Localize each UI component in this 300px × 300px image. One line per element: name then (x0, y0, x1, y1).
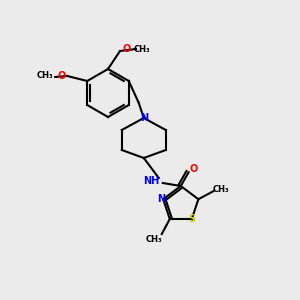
Text: NH: NH (143, 176, 159, 186)
Text: O: O (123, 44, 131, 54)
Text: CH₃: CH₃ (134, 44, 150, 53)
Text: O: O (57, 71, 65, 81)
Text: N: N (140, 113, 148, 123)
Text: N: N (157, 194, 165, 204)
Text: CH₃: CH₃ (37, 71, 53, 80)
Text: CH₃: CH₃ (146, 235, 162, 244)
Text: CH₃: CH₃ (213, 185, 230, 194)
Text: S: S (188, 214, 195, 224)
Text: O: O (190, 164, 198, 174)
